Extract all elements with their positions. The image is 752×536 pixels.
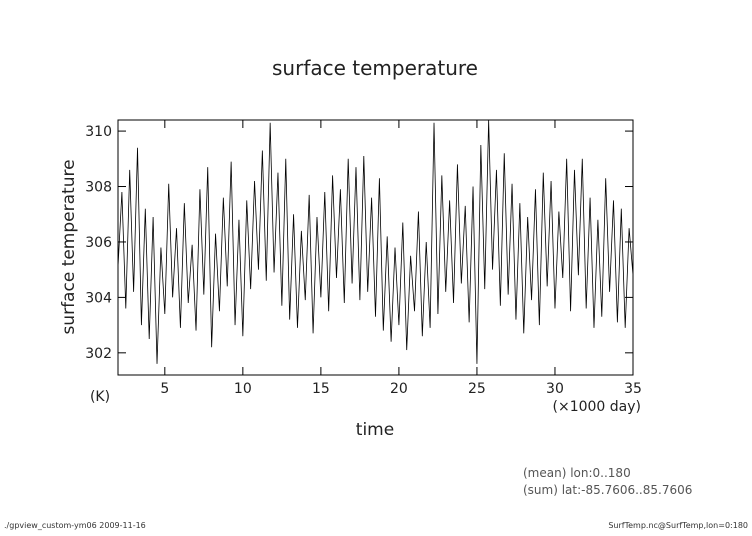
footer-left: ./gpview_custom-ym06 2009-11-16 <box>4 521 146 530</box>
x-tick-label: 30 <box>546 381 564 397</box>
y-axis-label: surface temperature <box>59 159 79 334</box>
chart-title: surface temperature <box>272 56 478 80</box>
y-tick-label: 302 <box>85 346 112 362</box>
note: (sum) lat:-85.7606..85.7606 <box>523 483 692 497</box>
x-axis-label: time <box>356 420 394 440</box>
y-tick-label: 310 <box>85 124 112 140</box>
note: (mean) lon:0..180 <box>523 466 631 480</box>
x-unit: (×1000 day) <box>553 399 641 415</box>
y-tick-label: 304 <box>85 290 112 306</box>
data-line <box>117 119 634 364</box>
y-tick-label: 306 <box>85 235 112 251</box>
x-tick-label: 15 <box>312 381 330 397</box>
x-tick-label: 35 <box>624 381 642 397</box>
x-tick-label: 5 <box>160 381 169 397</box>
x-tick-label: 25 <box>468 381 486 397</box>
plot-frame <box>117 119 634 376</box>
x-tick-label: 20 <box>390 381 408 397</box>
y-unit: (K) <box>90 389 110 405</box>
footer-right: SurfTemp.nc@SurfTemp,lon=0:180 <box>608 521 748 530</box>
y-tick-label: 308 <box>85 180 112 196</box>
x-tick-label: 10 <box>234 381 252 397</box>
